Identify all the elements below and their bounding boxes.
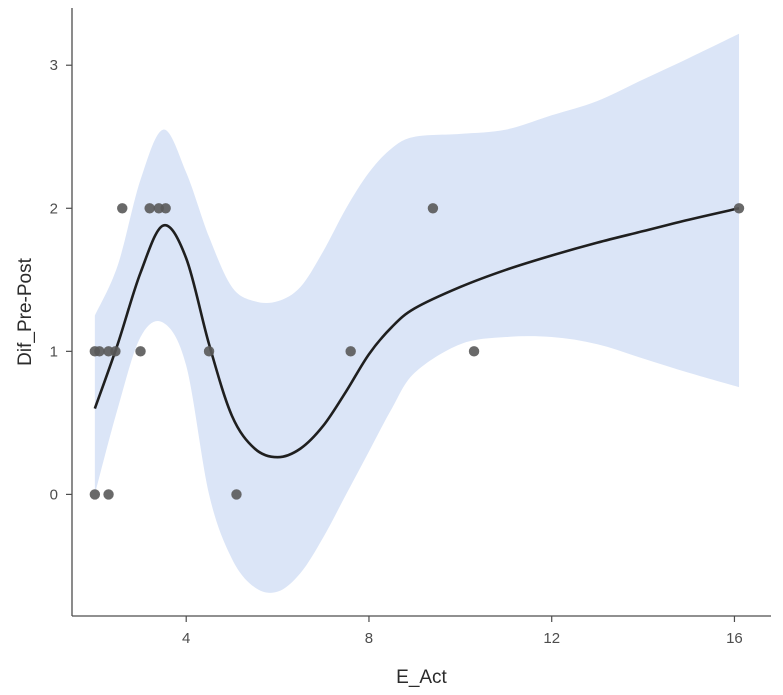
x-axis-title: E_Act xyxy=(396,667,447,688)
data-point xyxy=(117,203,128,214)
data-point xyxy=(345,346,356,357)
x-tick-label: 12 xyxy=(543,630,560,647)
smooth-line xyxy=(93,207,740,459)
data-point xyxy=(733,203,745,214)
x-tick-label: 4 xyxy=(182,630,190,647)
data-point xyxy=(203,346,215,357)
x-tick-label: 8 xyxy=(365,630,373,647)
data-point xyxy=(110,346,121,357)
data-point xyxy=(160,203,171,214)
data-point xyxy=(144,203,155,214)
data-point xyxy=(135,346,146,357)
data-point xyxy=(231,489,242,500)
data-point xyxy=(89,489,101,500)
y-axis-title: Dif_Pre-Post xyxy=(15,257,36,365)
data-point xyxy=(103,489,114,500)
smooth-line-layer xyxy=(93,207,740,459)
confidence-band xyxy=(94,33,740,593)
data-points-layer xyxy=(89,203,745,500)
y-tick-label: 2 xyxy=(50,200,58,217)
confidence-band-layer xyxy=(94,33,740,593)
data-point xyxy=(94,346,105,357)
data-point xyxy=(427,203,439,214)
y-tick-label: 0 xyxy=(50,486,58,503)
y-tick-label: 3 xyxy=(50,57,58,74)
x-tick-label: 16 xyxy=(726,630,743,647)
y-tick-label: 1 xyxy=(50,343,58,360)
data-point xyxy=(468,346,480,357)
